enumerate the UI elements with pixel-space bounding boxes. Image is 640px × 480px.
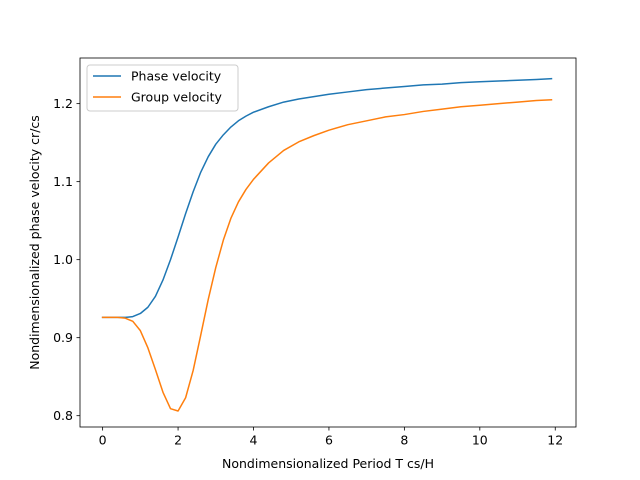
- legend: Phase velocity Group velocity: [86, 64, 239, 112]
- x-tick-label: 10: [472, 433, 488, 448]
- y-tick-label: 1.2: [53, 96, 73, 111]
- axes-frame: [79, 57, 577, 428]
- legend-label-phase-velocity: Phase velocity: [131, 69, 222, 84]
- x-axis-label: Nondimensionalized Period T cs/H: [222, 456, 434, 471]
- y-tick-label: 1.0: [53, 252, 73, 267]
- x-axis: 0 2 4 6 8 10 12: [99, 427, 563, 448]
- legend-label-group-velocity: Group velocity: [131, 90, 222, 105]
- plot-area: [101, 77, 553, 412]
- legend-box: [86, 64, 239, 112]
- y-axis: 0.8 0.9 1.0 1.1 1.2: [53, 96, 80, 423]
- series-line-group-velocity: [101, 98, 553, 412]
- x-tick-label: 8: [400, 433, 408, 448]
- x-tick-label: 4: [250, 433, 258, 448]
- y-tick-label: 1.1: [53, 174, 73, 189]
- x-tick-label: 2: [174, 433, 182, 448]
- series-line-phase-velocity: [101, 77, 553, 319]
- x-tick-label: 0: [99, 433, 107, 448]
- y-axis-label: Nondimensionalized phase velocity cr/cs: [27, 115, 42, 370]
- y-tick-label: 0.9: [53, 330, 73, 345]
- x-tick-label: 6: [325, 433, 333, 448]
- x-tick-label: 12: [547, 433, 563, 448]
- y-tick-label: 0.8: [53, 408, 73, 423]
